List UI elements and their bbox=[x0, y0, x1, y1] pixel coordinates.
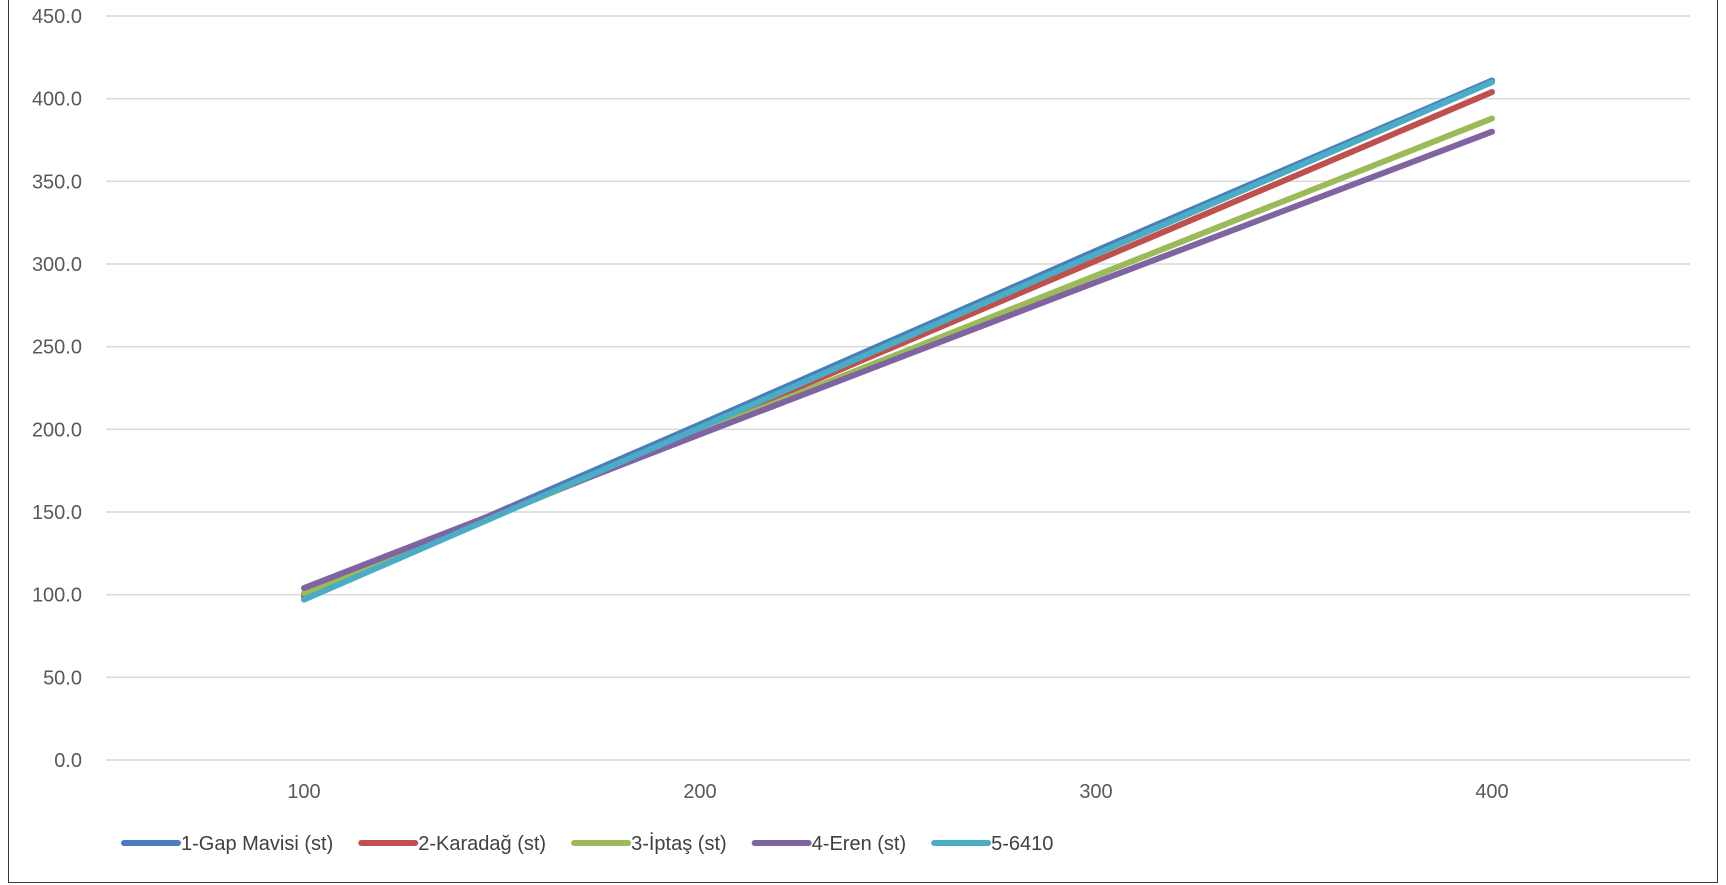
y-tick-label: 100.0 bbox=[32, 585, 82, 607]
y-tick-label: 200.0 bbox=[32, 419, 82, 441]
y-tick-label: 450.0 bbox=[32, 6, 82, 28]
y-tick-label: 400.0 bbox=[32, 89, 82, 111]
legend-label-1: 1-Gap Mavisi (st) bbox=[181, 833, 333, 855]
y-axis-ticks: 0.0 50.0 100.0 150.0 200.0 250.0 300.0 350.0 400… bbox=[32, 6, 82, 772]
legend-label-5: 5-6410 bbox=[991, 833, 1053, 855]
legend: 1-Gap Mavisi (st) 2-Karadağ (st) 3-İptaş (… bbox=[121, 832, 1053, 855]
y-tick-label: 0.0 bbox=[54, 750, 82, 772]
x-tick-label: 100 bbox=[287, 781, 320, 803]
series-lines bbox=[301, 77, 1495, 603]
y-tick-label: 300.0 bbox=[32, 254, 82, 276]
y-tick-label: 250.0 bbox=[32, 337, 82, 359]
x-tick-label: 200 bbox=[683, 781, 716, 803]
series-line-5 bbox=[301, 79, 1495, 603]
legend-label-4: 4-Eren (st) bbox=[812, 833, 906, 855]
y-tick-label: 150.0 bbox=[32, 502, 82, 524]
legend-label-2: 2-Karadağ (st) bbox=[418, 833, 546, 855]
gridlines bbox=[106, 15, 1690, 761]
y-tick-label: 350.0 bbox=[32, 171, 82, 193]
chart-frame bbox=[8, 0, 1718, 883]
legend-label-3: 3-İptaş (st) bbox=[631, 832, 727, 855]
y-tick-label: 50.0 bbox=[43, 667, 82, 689]
x-tick-label: 300 bbox=[1079, 781, 1112, 803]
x-axis-ticks: 100 200 300 400 bbox=[287, 781, 1508, 803]
x-tick-label: 400 bbox=[1475, 781, 1508, 803]
